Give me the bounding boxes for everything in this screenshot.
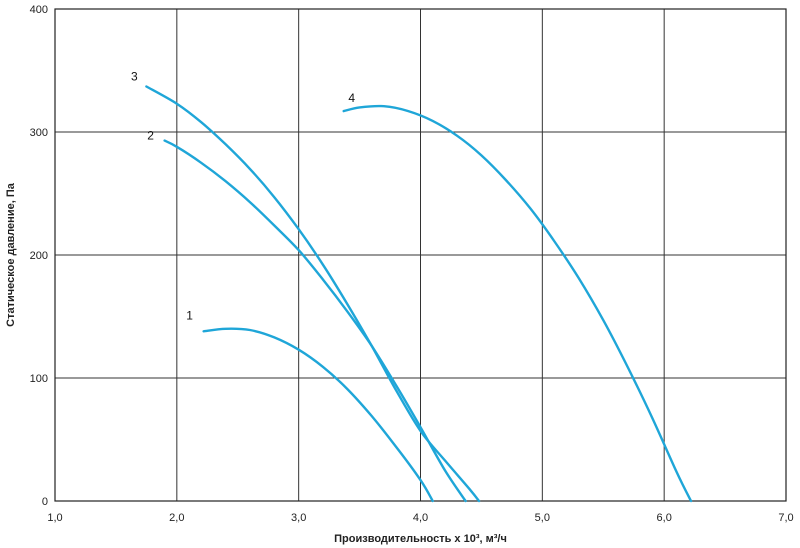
curve-4 — [342, 104, 693, 503]
x-tick-label: 4,0 — [413, 512, 428, 524]
curve-1 — [202, 327, 434, 503]
x-tick-label: 7,0 — [778, 512, 793, 524]
x-tick-label: 2,0 — [169, 512, 184, 524]
y-tick-label: 0 — [42, 496, 48, 508]
y-tick-label: 300 — [30, 127, 48, 139]
y-tick-label: 400 — [30, 4, 48, 16]
curves — [145, 85, 693, 503]
x-tick-label: 3,0 — [291, 512, 306, 524]
curve-label-2: 2 — [147, 129, 154, 143]
plot-frame — [54, 8, 787, 502]
y-axis-title: Статическое давление, Па — [5, 182, 17, 327]
curve-label-3: 3 — [131, 69, 138, 83]
curve-labels: 1 2 3 4 — [131, 69, 355, 322]
x-tick-label: 6,0 — [657, 512, 672, 524]
tick-labels: 1,0 2,0 3,0 4,0 5,0 6,0 7,0 0 100 200 300 400 — [30, 4, 794, 524]
y-tick-label: 100 — [30, 373, 48, 385]
x-tick-label: 5,0 — [535, 512, 550, 524]
x-axis-title: Производительность x 10³, м³/ч — [334, 533, 507, 545]
curve-2 — [163, 139, 467, 503]
curve-label-1: 1 — [186, 308, 193, 322]
axes — [54, 8, 787, 502]
curve-label-4: 4 — [348, 91, 355, 105]
curve-3 — [145, 85, 481, 503]
y-tick-label: 200 — [30, 250, 48, 262]
x-tick-label: 1,0 — [47, 512, 62, 524]
